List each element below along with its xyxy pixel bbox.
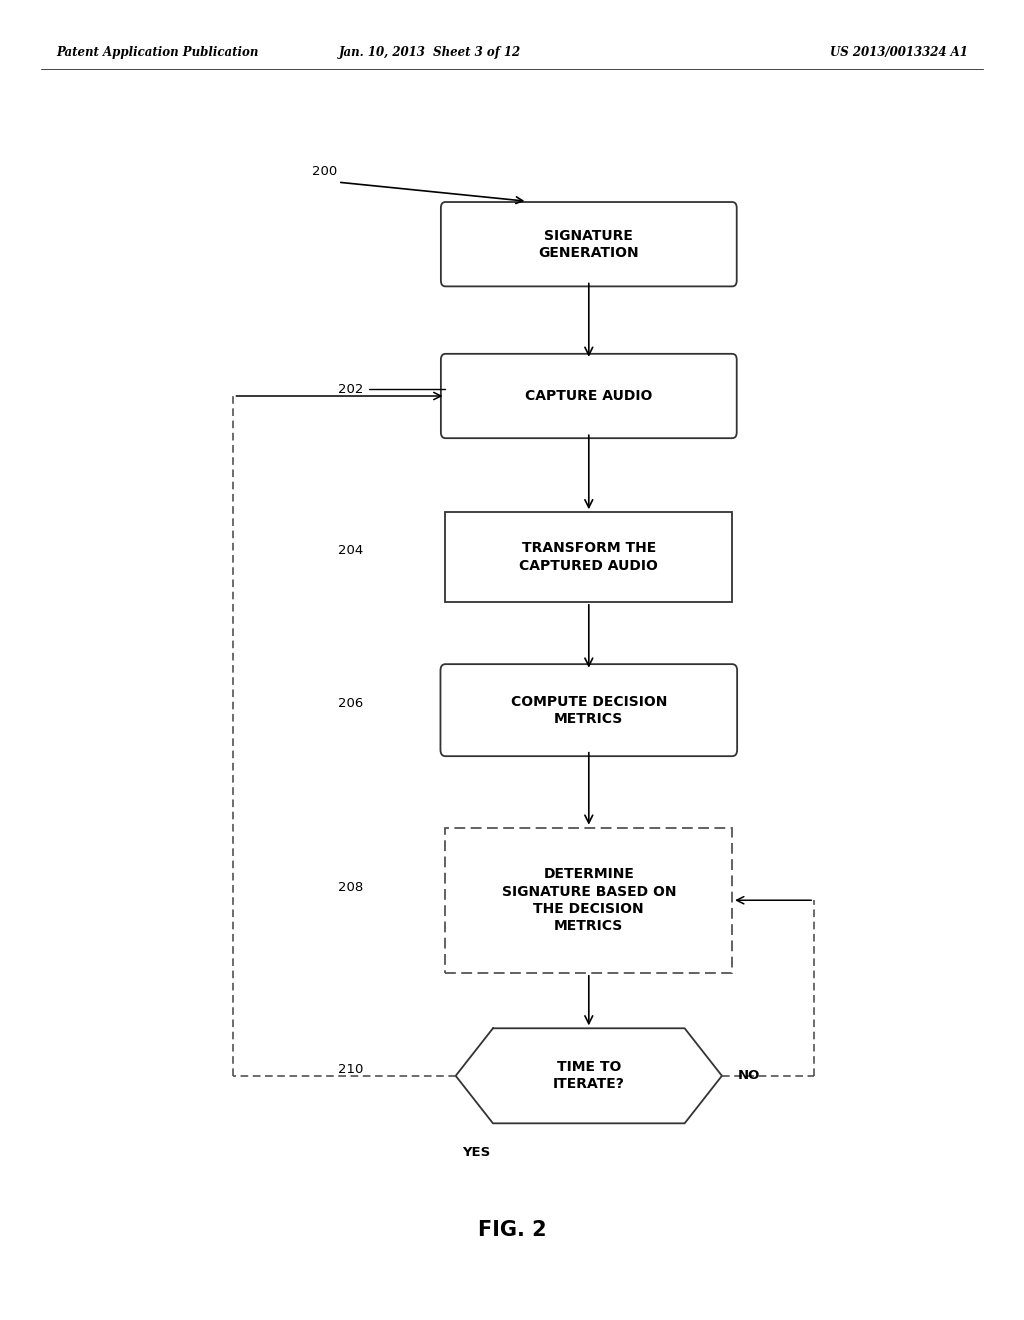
Text: DETERMINE
SIGNATURE BASED ON
THE DECISION
METRICS: DETERMINE SIGNATURE BASED ON THE DECISIO… (502, 867, 676, 933)
Text: NO: NO (737, 1069, 760, 1082)
Text: US 2013/0013324 A1: US 2013/0013324 A1 (829, 46, 968, 59)
Bar (445, 828, 732, 973)
Text: 208: 208 (338, 880, 364, 894)
Text: 206: 206 (338, 697, 364, 710)
FancyBboxPatch shape (441, 202, 736, 286)
Text: 202: 202 (338, 383, 364, 396)
Text: YES: YES (462, 1146, 490, 1159)
Text: CAPTURE AUDIO: CAPTURE AUDIO (525, 389, 652, 403)
Text: 204: 204 (338, 544, 364, 557)
Text: 210: 210 (338, 1063, 364, 1076)
Text: Jan. 10, 2013  Sheet 3 of 12: Jan. 10, 2013 Sheet 3 of 12 (339, 46, 521, 59)
Text: COMPUTE DECISION
METRICS: COMPUTE DECISION METRICS (511, 694, 667, 726)
Text: FIG. 2: FIG. 2 (477, 1220, 547, 1241)
Text: TIME TO
ITERATE?: TIME TO ITERATE? (553, 1060, 625, 1092)
Bar (445, 512, 732, 602)
Text: Patent Application Publication: Patent Application Publication (56, 46, 259, 59)
Text: SIGNATURE
GENERATION: SIGNATURE GENERATION (539, 228, 639, 260)
Text: TRANSFORM THE
CAPTURED AUDIO: TRANSFORM THE CAPTURED AUDIO (519, 541, 658, 573)
FancyBboxPatch shape (441, 354, 736, 438)
Text: 200: 200 (312, 165, 338, 178)
FancyBboxPatch shape (440, 664, 737, 756)
